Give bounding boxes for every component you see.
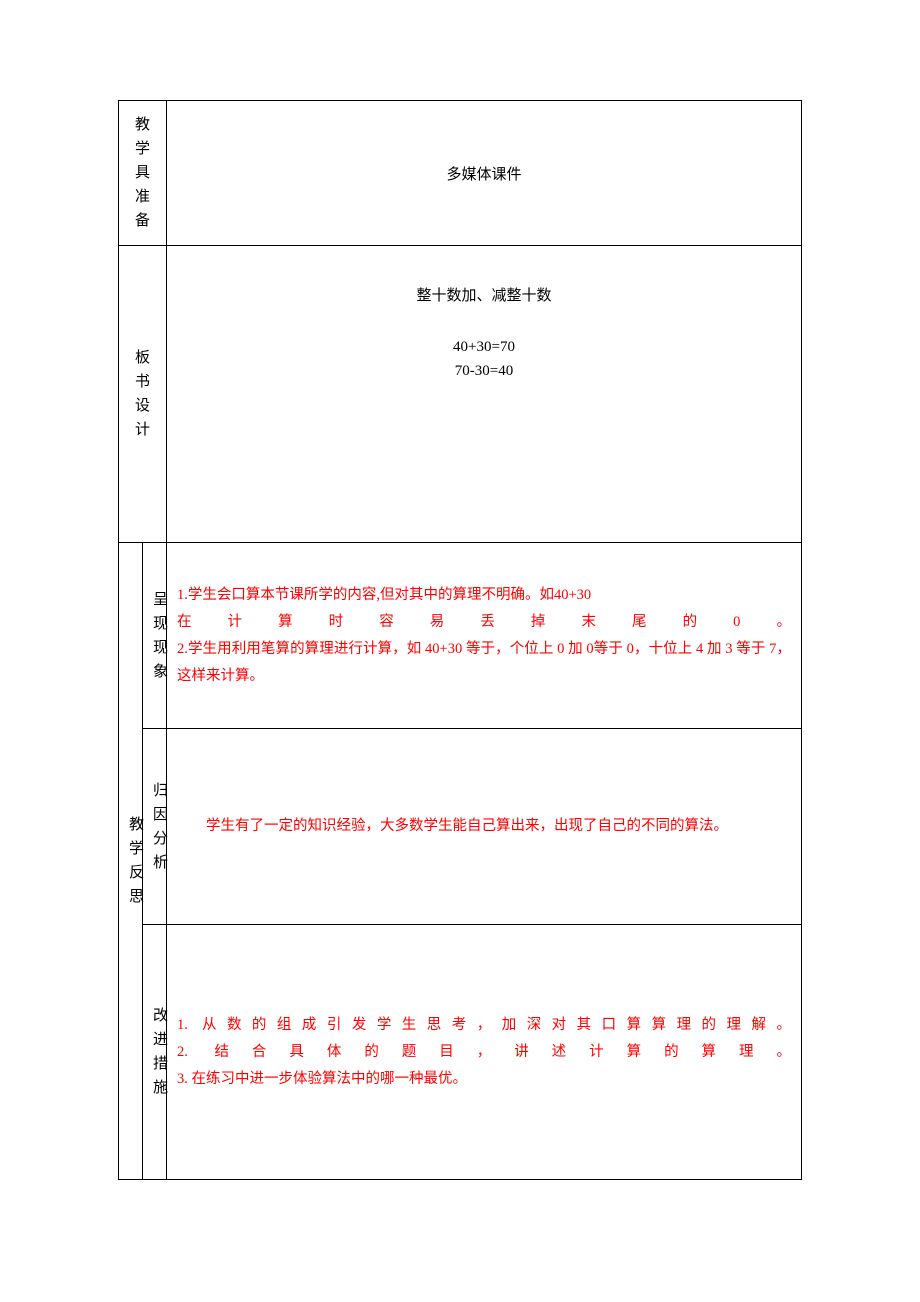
- phenomenon-line1b: 40+30: [554, 587, 591, 603]
- materials-content: 多媒体课件: [446, 167, 521, 183]
- phenomenon-sublabel-cell: 呈现现象: [143, 543, 167, 729]
- board-label: 板书设计: [129, 346, 156, 442]
- board-eq1: 40+30=70: [177, 335, 791, 359]
- phenomenon-line3: 2.学生用利用笔算的算理进行计算，如 40+30 等于，个位上 0 加 0等于 …: [177, 641, 791, 684]
- phenomenon-content-cell: 1.学生会口算本节课所学的内容,但对其中的算理不明确。如40+30 在计算时容易…: [167, 543, 802, 729]
- cause-text: 学生有了一定的知识经验，大多数学生能自己算出来，出现了自己的不同的算法。: [177, 813, 791, 840]
- improve-sublabel-cell: 改进措施: [143, 925, 167, 1180]
- board-label-cell: 板书设计: [119, 246, 167, 543]
- board-title: 整十数加、减整十数: [177, 284, 791, 305]
- lesson-plan-table: 教学具准备 多媒体课件 板书设计 整十数加、减整十数 40+30=70 70-3…: [118, 100, 802, 1180]
- phenomenon-sublabel: 呈现现象: [153, 588, 156, 684]
- cause-content-cell: 学生有了一定的知识经验，大多数学生能自己算出来，出现了自己的不同的算法。: [167, 729, 802, 925]
- phenomenon-line1a: 1.学生会口算本节课所学的内容,但对其中的算理不明确。如: [177, 587, 554, 603]
- improve-line1: 1. 从数的组成引发学生思考，加深对其口算算理的理解。: [177, 1012, 791, 1039]
- improve-content-cell: 1. 从数的组成引发学生思考，加深对其口算算理的理解。 2. 结合具体的题目，讲…: [167, 925, 802, 1180]
- materials-content-cell: 多媒体课件: [167, 101, 802, 246]
- board-content-cell: 整十数加、减整十数 40+30=70 70-30=40: [167, 246, 802, 543]
- phenomenon-line2: 在计算时容易丢掉末尾的0。: [177, 609, 791, 636]
- cause-sublabel: 归因分析: [153, 779, 156, 875]
- reflection-label-cell: 教学反思: [119, 543, 143, 1180]
- improve-sublabel: 改进措施: [153, 1004, 156, 1100]
- cause-line: 学生有了一定的知识经验，大多数学生能自己算出来，出现了自己的不同的算法。: [177, 813, 791, 840]
- materials-label-cell: 教学具准备: [119, 101, 167, 246]
- board-inner: 整十数加、减整十数 40+30=70 70-30=40: [177, 254, 791, 534]
- improve-text: 1. 从数的组成引发学生思考，加深对其口算算理的理解。 2. 结合具体的题目，讲…: [177, 1012, 791, 1092]
- board-eq2: 70-30=40: [177, 359, 791, 383]
- phenomenon-text: 1.学生会口算本节课所学的内容,但对其中的算理不明确。如40+30 在计算时容易…: [177, 582, 791, 689]
- improve-line2: 2. 结合具体的题目，讲述计算的算理。: [177, 1039, 791, 1066]
- reflection-label: 教学反思: [129, 813, 132, 909]
- materials-label: 教学具准备: [129, 113, 156, 233]
- cause-sublabel-cell: 归因分析: [143, 729, 167, 925]
- improve-line3: 3. 在练习中进一步体验算法中的哪一种最优。: [177, 1071, 467, 1087]
